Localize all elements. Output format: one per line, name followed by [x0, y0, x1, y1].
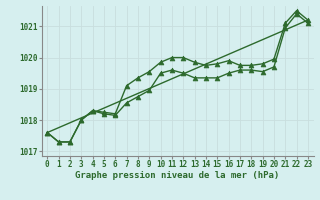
X-axis label: Graphe pression niveau de la mer (hPa): Graphe pression niveau de la mer (hPa): [76, 171, 280, 180]
